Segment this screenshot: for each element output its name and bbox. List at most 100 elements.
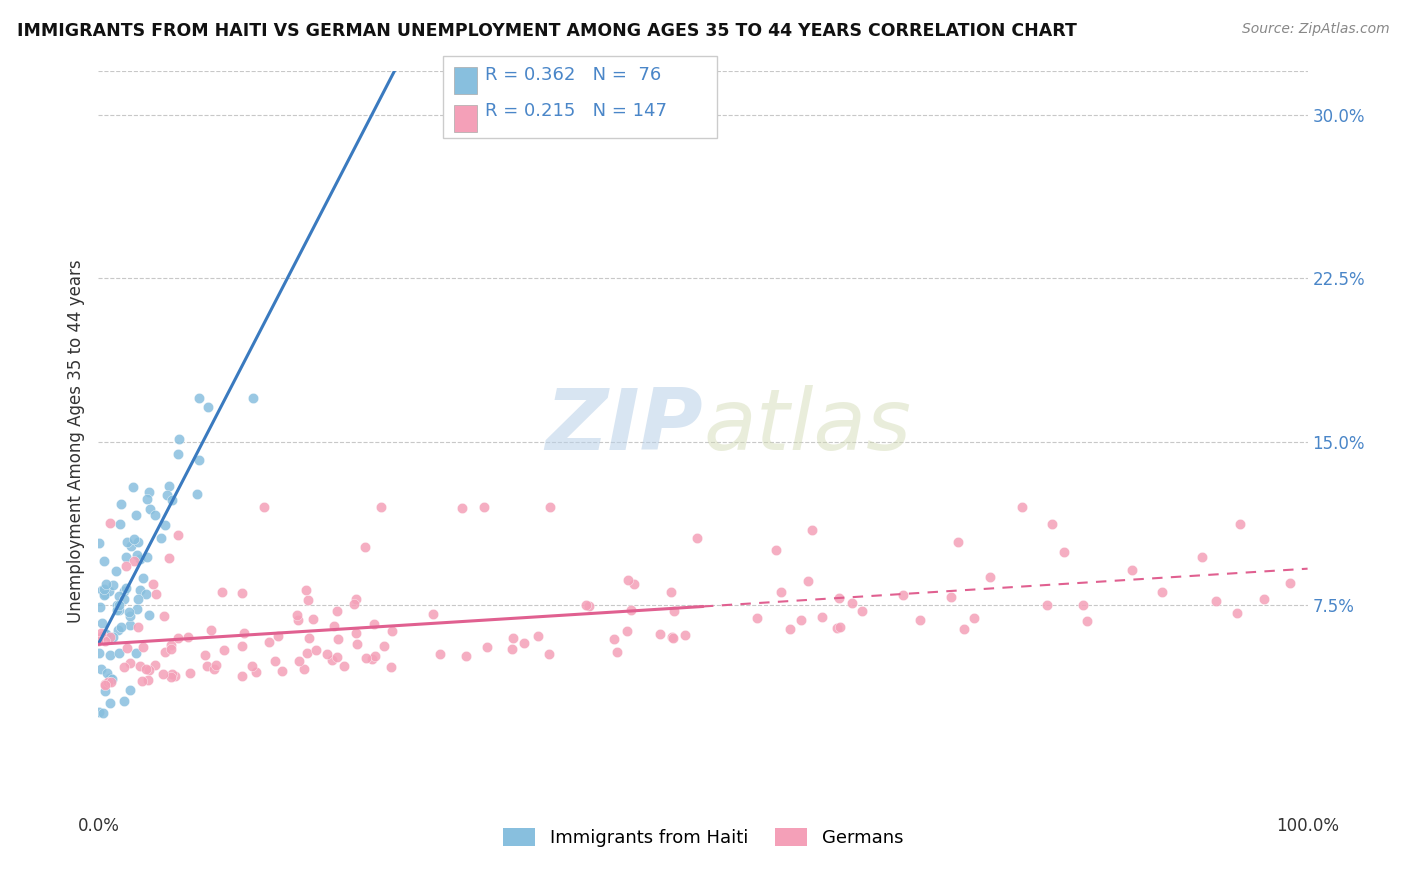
Point [828, 591, 851, 605]
Point [316, 647, 339, 661]
Point [100, 674, 122, 689]
Point [363, 617, 385, 632]
Point [325, 650, 347, 665]
Point [127, 535, 149, 549]
Point [167, 528, 190, 542]
Point [125, 508, 148, 523]
Point [122, 532, 145, 546]
Point [285, 608, 308, 623]
Point [101, 578, 124, 592]
Point [264, 654, 287, 668]
Point [233, 626, 256, 640]
Point [121, 480, 143, 494]
Point [149, 531, 172, 545]
Point [112, 592, 135, 607]
Point [93, 582, 115, 596]
Point [91, 706, 114, 720]
Point [108, 603, 131, 617]
Point [212, 643, 235, 657]
Point [177, 631, 200, 645]
Point [429, 648, 451, 662]
Point [270, 664, 292, 678]
Point [87, 705, 110, 719]
Point [142, 577, 165, 591]
Point [89, 599, 111, 614]
Point [98, 671, 121, 685]
Point [650, 626, 672, 640]
Point [93, 587, 115, 601]
Point [195, 658, 218, 673]
Point [112, 660, 135, 674]
Point [344, 591, 367, 606]
Point [326, 632, 349, 647]
Point [810, 610, 832, 624]
Point [107, 624, 129, 638]
Point [253, 500, 276, 514]
Point [1035, 598, 1057, 612]
Point [659, 584, 682, 599]
Point [231, 669, 253, 683]
Point [94, 627, 117, 641]
Point [120, 539, 142, 553]
Point [851, 604, 873, 618]
Point [662, 631, 685, 645]
Point [115, 558, 138, 573]
Point [167, 448, 190, 462]
Point [110, 497, 132, 511]
Point [686, 532, 709, 546]
Point [242, 391, 264, 405]
Point [98, 696, 121, 710]
Point [231, 586, 253, 600]
Point [108, 598, 131, 612]
Point [661, 630, 683, 644]
Point [231, 639, 253, 653]
Point [120, 682, 142, 697]
Point [245, 665, 267, 679]
Point [979, 569, 1001, 583]
Point [302, 612, 325, 626]
Point [963, 611, 986, 625]
Point [115, 535, 138, 549]
Point [96, 666, 118, 681]
Point [841, 595, 863, 609]
Point [346, 637, 368, 651]
Point [136, 492, 159, 507]
Point [93, 677, 115, 691]
Text: ZIP: ZIP [546, 385, 703, 468]
Point [94, 678, 117, 692]
Point [90, 582, 112, 597]
Point [93, 589, 115, 603]
Point [538, 500, 561, 514]
Point [380, 624, 402, 638]
Point [118, 605, 141, 619]
Point [603, 632, 626, 647]
Point [108, 589, 131, 603]
Point [94, 627, 117, 641]
Point [380, 659, 402, 673]
Point [159, 642, 181, 657]
Point [662, 604, 685, 618]
Point [100, 672, 122, 686]
Point [186, 487, 208, 501]
Point [101, 630, 124, 644]
Point [107, 647, 129, 661]
Y-axis label: Unemployment Among Ages 35 to 44 years: Unemployment Among Ages 35 to 44 years [66, 260, 84, 624]
Point [790, 613, 813, 627]
Point [94, 577, 117, 591]
Point [796, 574, 818, 589]
Point [129, 582, 152, 597]
Point [321, 653, 343, 667]
Point [122, 554, 145, 568]
Point [93, 554, 115, 568]
Point [136, 673, 159, 687]
Point [98, 583, 121, 598]
Point [129, 552, 152, 566]
Point [127, 592, 149, 607]
Point [745, 611, 768, 625]
Text: IMMIGRANTS FROM HAITI VS GERMAN UNEMPLOYMENT AMONG AGES 35 TO 44 YEARS CORRELATI: IMMIGRANTS FROM HAITI VS GERMAN UNEMPLOY… [17, 22, 1077, 40]
Point [1278, 575, 1301, 590]
Point [112, 694, 135, 708]
Point [578, 599, 600, 613]
Point [167, 632, 190, 646]
Point [120, 618, 142, 632]
